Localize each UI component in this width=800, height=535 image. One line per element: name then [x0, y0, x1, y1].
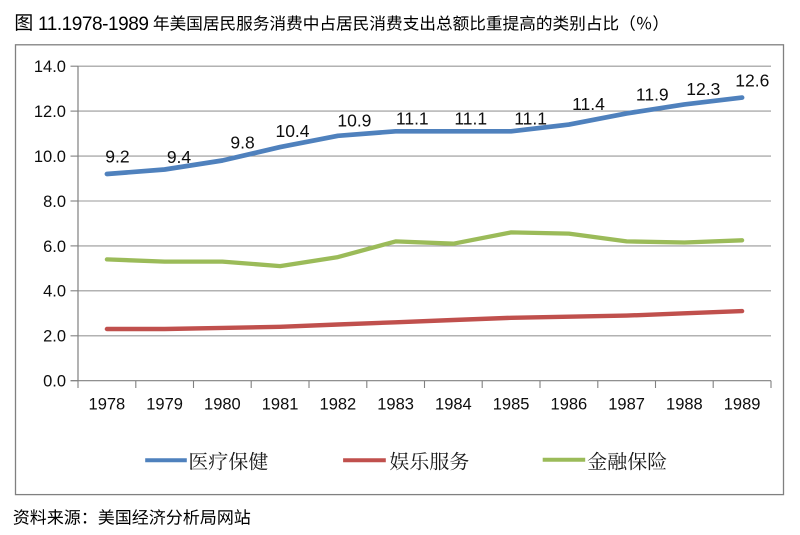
svg-text:1984: 1984 — [435, 396, 472, 414]
svg-text:1987: 1987 — [608, 396, 645, 414]
svg-text:11.1: 11.1 — [396, 108, 429, 128]
svg-text:8.0: 8.0 — [43, 193, 66, 211]
svg-text:11.1: 11.1 — [514, 108, 547, 128]
svg-text:6.0: 6.0 — [43, 238, 66, 256]
svg-text:9.2: 9.2 — [105, 146, 129, 166]
svg-text:10.9: 10.9 — [337, 110, 371, 130]
svg-text:1989: 1989 — [724, 396, 761, 414]
svg-text:1985: 1985 — [493, 396, 530, 414]
svg-text:1986: 1986 — [551, 396, 588, 414]
svg-text:0.0: 0.0 — [43, 373, 66, 391]
svg-text:12.0: 12.0 — [34, 103, 66, 121]
svg-text:12.3: 12.3 — [686, 79, 720, 99]
svg-text:4.0: 4.0 — [43, 283, 66, 301]
svg-text:11.1: 11.1 — [454, 108, 487, 128]
svg-text:10.4: 10.4 — [275, 121, 309, 141]
svg-text:1983: 1983 — [377, 396, 414, 414]
svg-text:11.9: 11.9 — [636, 85, 669, 105]
svg-text:1978: 1978 — [89, 396, 126, 414]
svg-text:1982: 1982 — [320, 396, 357, 414]
svg-text:9.4: 9.4 — [167, 147, 192, 167]
svg-text:11.4: 11.4 — [572, 94, 605, 114]
svg-text:1988: 1988 — [666, 396, 703, 414]
svg-text:1981: 1981 — [262, 396, 299, 414]
svg-text:1980: 1980 — [204, 396, 241, 414]
svg-text:9.8: 9.8 — [230, 132, 254, 152]
svg-text:14.0: 14.0 — [34, 58, 66, 76]
svg-text:10.0: 10.0 — [34, 148, 66, 166]
svg-text:11.1978-1989: 11.1978-1989 — [38, 14, 149, 35]
svg-text:2.0: 2.0 — [43, 328, 66, 346]
svg-text:12.6: 12.6 — [735, 70, 769, 90]
svg-text:1979: 1979 — [146, 396, 183, 414]
